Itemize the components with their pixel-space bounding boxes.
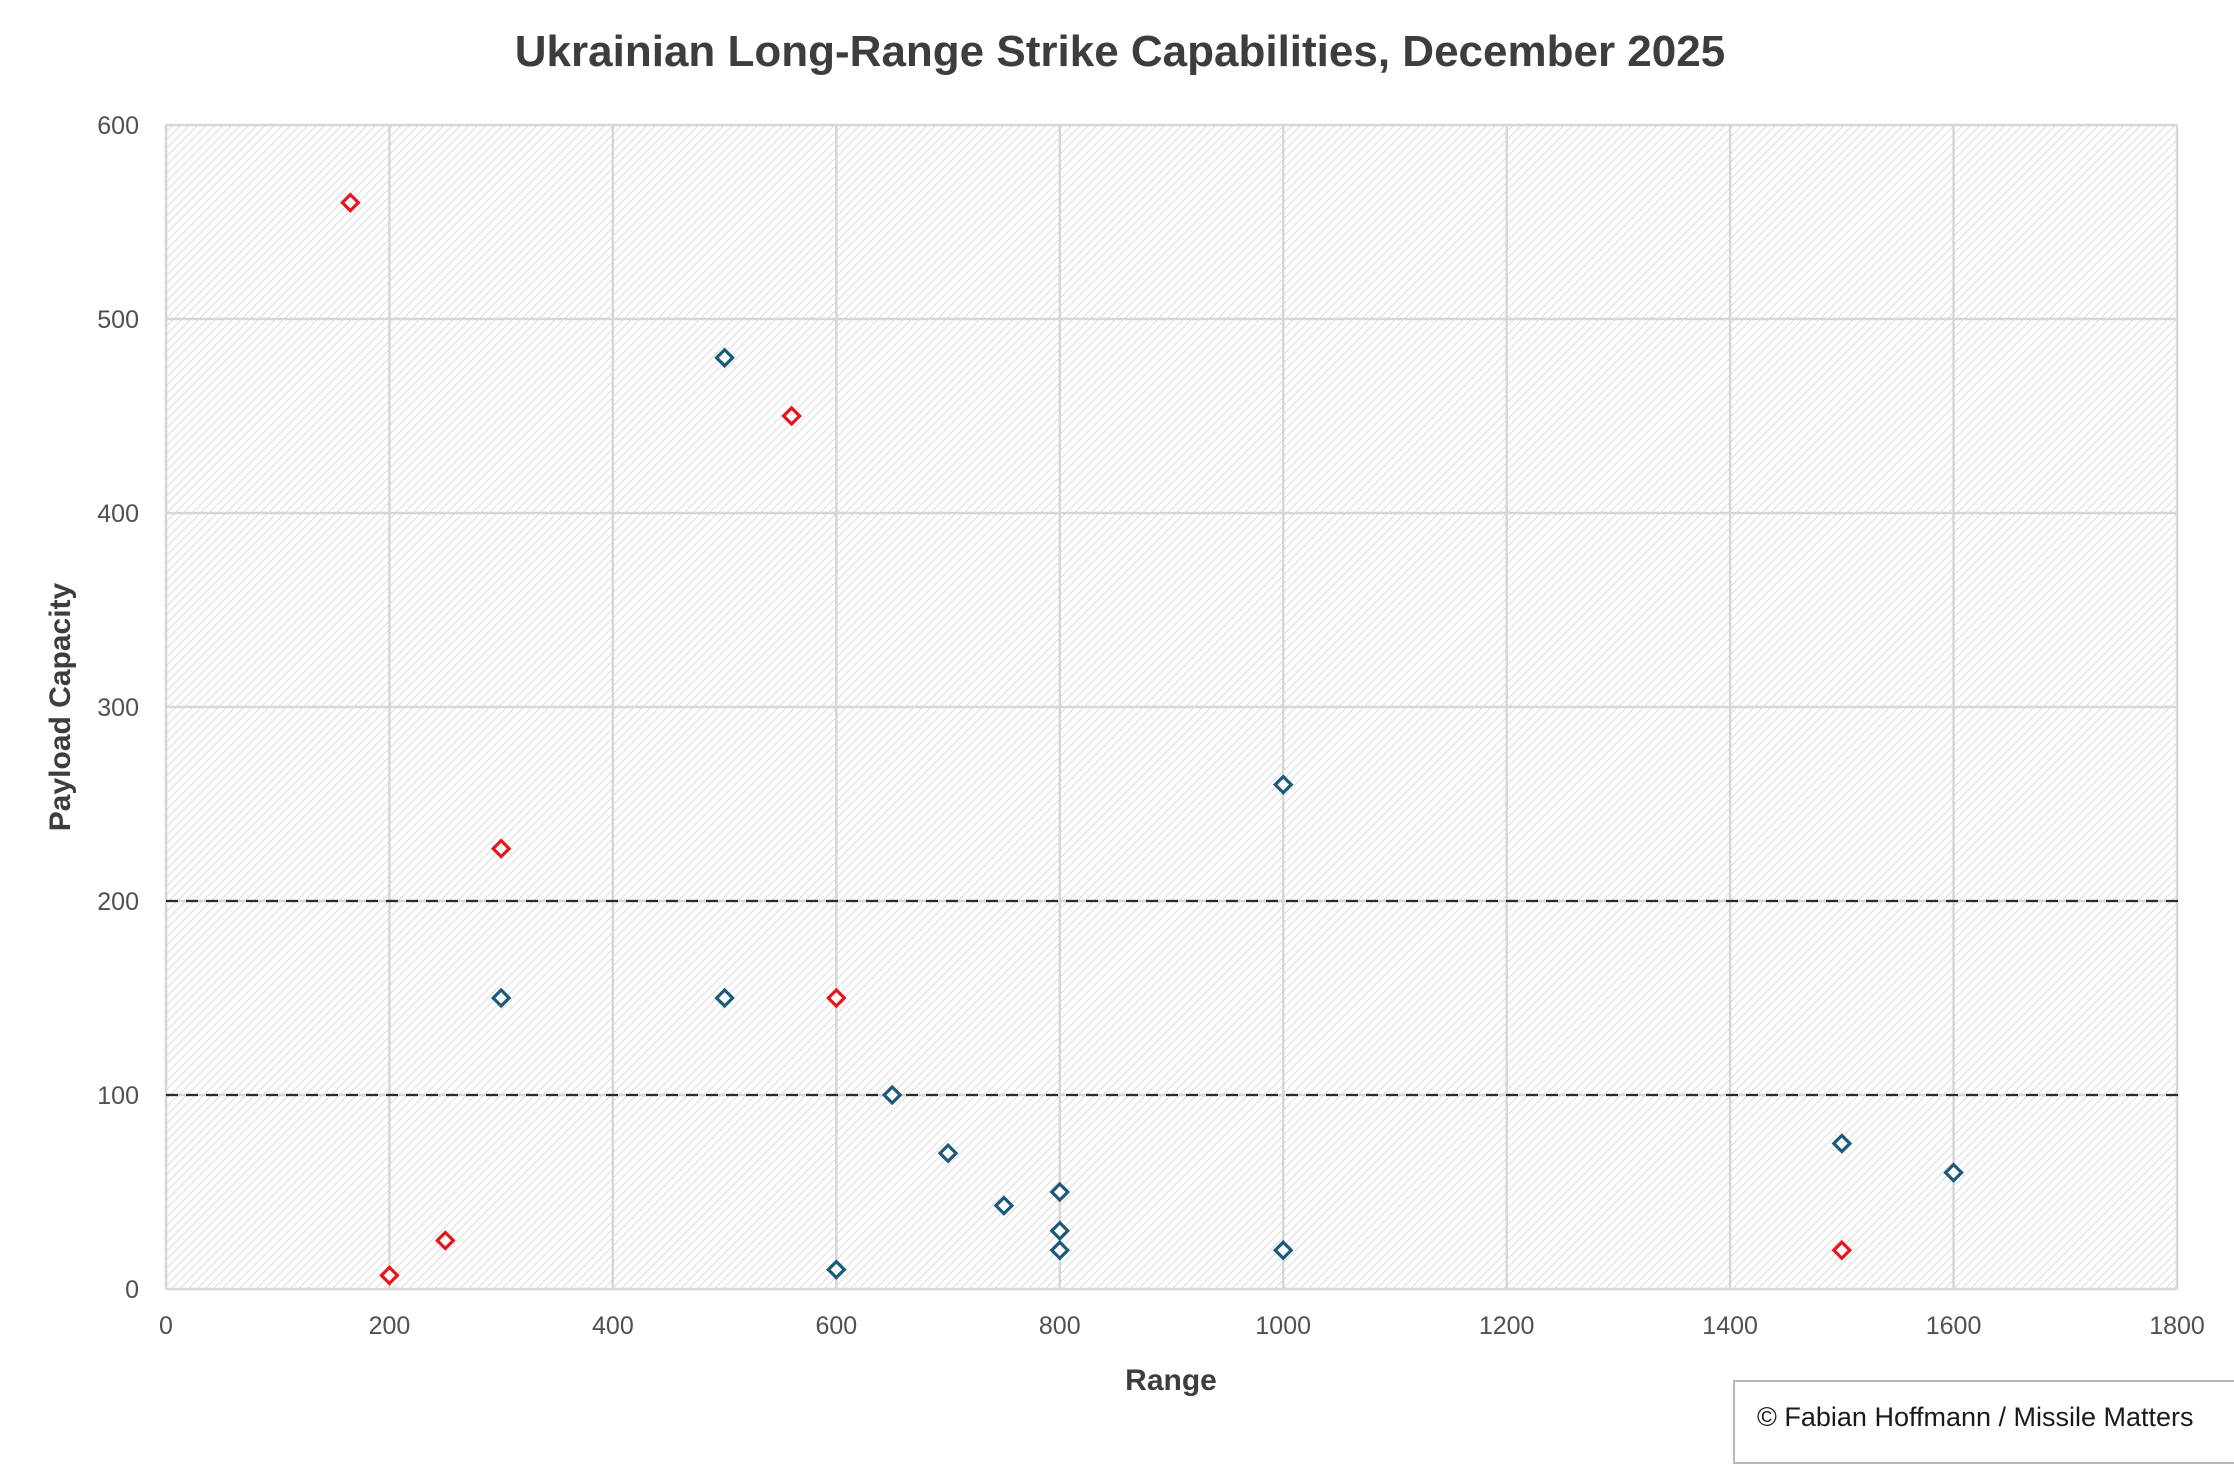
x-tick-label: 200: [369, 1312, 411, 1340]
grid-lines: [164, 123, 2179, 1291]
credit-text: © Fabian Hoffmann / Missile Matters: [1757, 1402, 2194, 1432]
data-point-red: [435, 1230, 456, 1251]
data-point-blue: [1272, 774, 1294, 795]
x-tick-label: 0: [159, 1312, 173, 1340]
y-tick-label: 300: [97, 694, 139, 722]
data-point-red: [490, 838, 512, 859]
x-tick-label: 800: [1039, 1312, 1081, 1340]
data-point-blue: [714, 347, 735, 369]
y-tick-label: 100: [97, 1082, 139, 1110]
data-point-blue: [714, 987, 735, 1009]
data-point-red: [781, 405, 802, 427]
y-tick-label: 400: [97, 500, 139, 528]
y-tick-label: 200: [97, 888, 139, 916]
chart-title: Ukrainian Long-Range Strike Capabilities…: [515, 27, 1725, 76]
y-tick-label: 0: [125, 1276, 139, 1304]
x-tick-label: 600: [815, 1312, 857, 1340]
data-point-blue: [1943, 1162, 1964, 1183]
data-point-blue: [1831, 1133, 1853, 1154]
data-point-red: [826, 987, 847, 1009]
data-point-red: [379, 1265, 400, 1286]
data-point-blue: [1272, 1239, 1294, 1261]
data-point-blue: [993, 1195, 1015, 1216]
y-tick-label: 500: [97, 306, 139, 334]
data-point-blue: [881, 1084, 903, 1106]
y-axis-label: Payload Capacity: [44, 582, 77, 831]
data-point-blue: [1049, 1239, 1071, 1261]
data-point-red: [340, 192, 361, 213]
data-point-red: [1831, 1239, 1853, 1261]
data-point-blue: [1049, 1181, 1071, 1203]
data-point-blue: [1049, 1220, 1071, 1242]
data-point-blue: [826, 1259, 847, 1280]
x-tick-label: 1400: [1702, 1312, 1758, 1340]
x-tick-label: 1000: [1255, 1312, 1311, 1340]
reference-lines: [166, 899, 2181, 1097]
x-axis-ticks: 0 200 400 600 800 1000 1200 1400 1600 1800: [159, 1312, 2205, 1340]
data-point-blue: [937, 1142, 959, 1164]
x-tick-label: 1600: [1926, 1312, 1982, 1340]
x-tick-label: 400: [592, 1312, 634, 1340]
y-axis-ticks: 0 100 200 300 400 500 600: [97, 112, 139, 1304]
data-point-blue: [490, 987, 512, 1009]
data-points: [340, 192, 1964, 1286]
x-tick-label: 1200: [1479, 1312, 1535, 1340]
x-tick-label: 1800: [2149, 1312, 2205, 1340]
x-axis-label: Range: [1125, 1364, 1217, 1397]
y-tick-label: 600: [97, 112, 139, 140]
